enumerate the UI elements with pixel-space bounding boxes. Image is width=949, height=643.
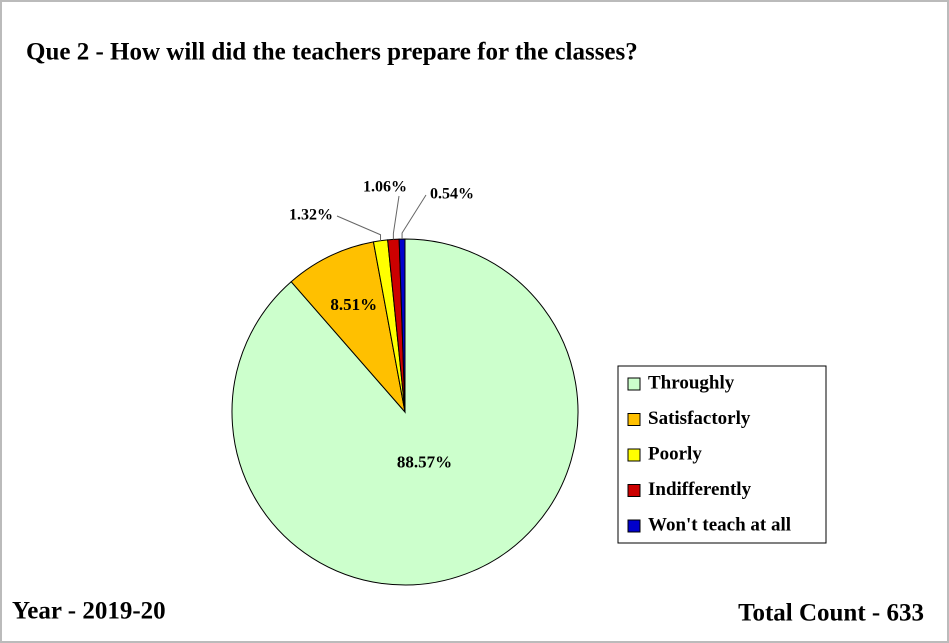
legend-swatch [627, 519, 641, 533]
leader-line [336, 215, 382, 241]
leader-line [401, 194, 427, 240]
legend-label: Indifferently [648, 479, 752, 500]
footer-left: Year - 2019-20 [12, 598, 166, 625]
leader-line [392, 195, 400, 240]
legend-label: Won't teach at all [648, 514, 791, 535]
data-label: 8.51% [330, 295, 377, 314]
legend-label: Poorly [648, 443, 702, 464]
legend-swatch [627, 377, 641, 391]
pie-slice [290, 241, 406, 414]
chart-title: Que 2 - How will did the teachers prepar… [26, 39, 638, 66]
legend-swatch [627, 413, 641, 426]
data-label: 1.32% [289, 207, 333, 224]
pie-slice [398, 238, 406, 413]
legend-label: Throughly [648, 372, 735, 393]
data-label: 0.54% [430, 186, 474, 203]
footer-right: Total Count - 633 [738, 600, 924, 627]
legend-swatch [627, 484, 641, 497]
data-label: 1.06% [363, 179, 407, 196]
legend-box [617, 365, 827, 544]
data-label: 88.57% [397, 453, 452, 472]
legend-swatch [627, 448, 641, 462]
legend-label: Satisfactorly [648, 408, 751, 429]
